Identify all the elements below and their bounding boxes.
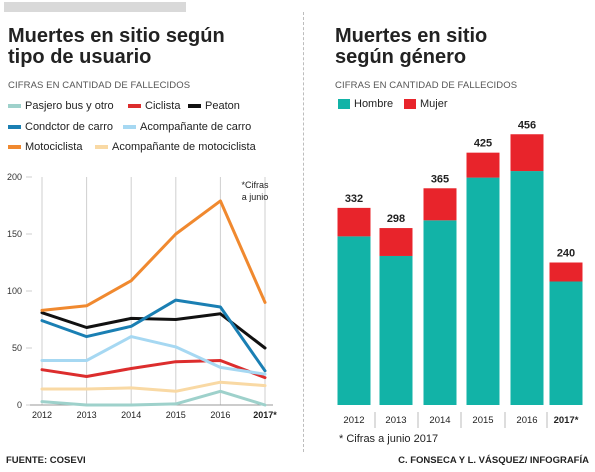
panel-divider	[303, 12, 304, 452]
series-line	[40, 359, 267, 380]
y-tick-label: 50	[12, 343, 22, 353]
legend-swatch	[128, 104, 141, 109]
legend-label: Hombre	[354, 98, 394, 110]
bar-segment	[337, 207, 371, 237]
left-title-line1: Muertes en sitio según	[8, 25, 225, 47]
legend-label: Pasjero bus y otro	[25, 100, 114, 112]
bar-segment	[423, 220, 457, 405]
legend-label: Mujer	[420, 98, 448, 110]
y-tick-label: 100	[7, 286, 22, 296]
bar-total-label: 456	[518, 119, 536, 131]
bar-total-label: 425	[474, 138, 492, 150]
x-tick-label: 2015	[472, 415, 493, 426]
legend-item-pasajero: Pasjero bus y otro	[8, 100, 114, 112]
annotation-text: a junio	[242, 192, 269, 202]
series-line	[40, 335, 267, 376]
series-line	[40, 389, 267, 407]
bar-segment	[549, 281, 583, 405]
header-bar	[4, 2, 186, 12]
right-subtitle: CIFRAS EN CANTIDAD DE FALLECIDOS	[335, 80, 518, 91]
author-credit: C. FONSECA Y L. VÁSQUEZ/ INFOGRAFÍA	[398, 455, 589, 466]
legend-label: Acompañante de motociclista	[112, 141, 256, 153]
legend-label: Peaton	[205, 100, 240, 112]
legend-item-ciclista: Ciclista	[128, 100, 180, 112]
series-line	[40, 380, 267, 393]
legend-label: Ciclista	[145, 100, 181, 112]
bar-total-label: 332	[345, 193, 363, 205]
y-tick-label: 150	[7, 229, 22, 239]
right-chart-title: Muertes en sitio según género	[335, 26, 487, 68]
legend-swatch	[8, 104, 21, 109]
right-title-line2: según género	[335, 46, 467, 68]
legend-swatch	[123, 125, 136, 130]
bar-total-label: 365	[431, 173, 449, 185]
bar-segment	[466, 177, 500, 405]
legend-label: Acompañante de carro	[140, 121, 252, 133]
series-line	[40, 298, 267, 373]
bar-chart: 332 2012 298 2013 365 2014 425 2015 456 2016 240 20…	[337, 119, 583, 428]
bar-segment	[510, 171, 544, 405]
bar-segment	[466, 152, 500, 178]
legend-label: Condctor de carro	[25, 121, 114, 133]
right-footnote: * Cifras a junio 2017	[339, 433, 439, 445]
y-tick-label: 0	[17, 400, 22, 410]
x-tick-label: 2015	[166, 410, 186, 420]
x-tick-label: 2017*	[253, 410, 277, 420]
line-chart: 0 50 100 150 200 2012 2013 2014 2015 2016 2017* *Ci…	[7, 172, 277, 420]
legend-swatch	[338, 99, 350, 110]
legend-item-acompanante-carro: Acompañante de carro	[123, 121, 251, 133]
x-tick-label: 2016	[516, 415, 537, 426]
bar-segment	[337, 236, 371, 405]
right-title-line1: Muertes en sitio	[335, 25, 488, 47]
legend-swatch	[8, 125, 21, 130]
legend-swatch	[8, 145, 21, 150]
legend-item-motociclista: Motociclista	[8, 141, 82, 153]
bar-segment	[423, 188, 457, 221]
legend-item-acompanante-moto: Acompañante de motociclista	[95, 141, 256, 153]
series-line	[40, 199, 267, 312]
x-tick-label: 2012	[32, 410, 52, 420]
bar-segment	[549, 262, 583, 282]
x-tick-label: 2014	[429, 415, 450, 426]
legend-swatch	[404, 99, 416, 110]
bar-segment	[510, 134, 544, 172]
legend-item-conductor-carro: Condctor de carro	[8, 121, 113, 133]
legend-item-mujer: Mujer	[404, 98, 448, 110]
legend-swatch	[188, 104, 201, 109]
left-title-line2: tipo de usuario	[8, 46, 152, 68]
left-chart-title: Muertes en sitio según tipo de usuario	[8, 26, 225, 68]
x-tick-label: 2013	[77, 410, 97, 420]
x-tick-label: 2014	[121, 410, 141, 420]
x-tick-label: 2016	[210, 410, 230, 420]
legend-swatch	[95, 145, 108, 150]
bar-segment	[379, 228, 413, 256]
y-tick-label: 200	[7, 172, 22, 182]
legend-label: Motociclista	[25, 141, 83, 153]
source-credit: FUENTE: COSEVI	[6, 455, 86, 466]
legend-item-hombre: Hombre	[338, 98, 393, 110]
x-tick-label: 2013	[385, 415, 406, 426]
left-subtitle: CIFRAS EN CANTIDAD DE FALLECIDOS	[8, 80, 191, 91]
annotation-text: *Cifras	[241, 180, 269, 190]
legend-item-peaton: Peaton	[188, 100, 240, 112]
x-tick-label: 2017*	[554, 415, 579, 426]
bar-segment	[379, 255, 413, 405]
bar-total-label: 298	[387, 213, 405, 225]
x-tick-label: 2012	[343, 415, 364, 426]
bar-total-label: 240	[557, 248, 575, 260]
